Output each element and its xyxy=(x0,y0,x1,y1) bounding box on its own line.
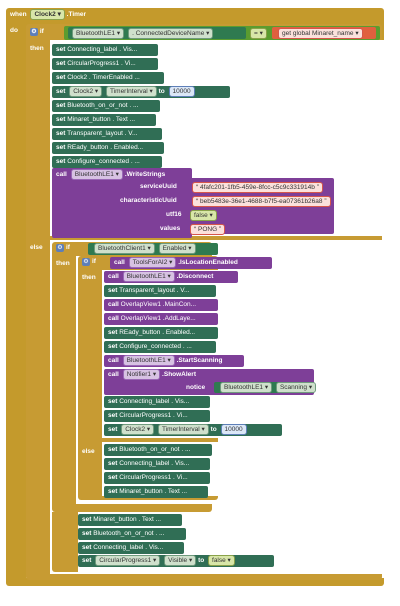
global-minaret-name-dropdown[interactable]: get global Minaret_name ▾ xyxy=(278,28,363,39)
start-scanning-component-dropdown[interactable]: BluetoothLE1 ▾ xyxy=(122,355,175,366)
set-circular-progress-inner-else-block[interactable]: set CircularProgress1 . Vi... xyxy=(104,472,210,484)
set-connecting-label-outer-else-block[interactable]: set Connecting_label . Vis... xyxy=(78,542,184,554)
service-uuid-label: serviceUuid xyxy=(140,183,177,190)
utf16-socket: false ▾ xyxy=(188,210,217,221)
if-label: if xyxy=(39,28,44,35)
visible-false-dropdown[interactable]: false ▾ xyxy=(208,555,235,566)
disconnect-component-dropdown[interactable]: BluetoothLE1 ▾ xyxy=(122,271,175,282)
inner-timer-interval-dropdown[interactable]: TimerInterval ▾ xyxy=(157,424,209,435)
set-transparent-layout-block[interactable]: set Transparent_layout . V... xyxy=(52,128,162,140)
visible-property-dropdown[interactable]: Visible ▾ xyxy=(164,555,197,566)
else-if-else-strip xyxy=(52,512,78,572)
set-connecting-label-inner-block[interactable]: set Connecting_label . Vis... xyxy=(104,396,210,408)
mutator-gear-icon[interactable]: ⚙ xyxy=(30,28,38,36)
notice-component-dropdown[interactable]: BluetoothLE1 ▾ xyxy=(220,382,273,393)
set-circular-progress-inner-block[interactable]: set CircularProgress1 . Vi... xyxy=(104,410,210,422)
characteristic-uuid-socket: “ beb5483e-36e1-4688-b7f5-ea07361b26a8 ” xyxy=(190,196,331,207)
compare-left-content: BluetoothLE1 ▾ . ConnectedDeviceName ▾ xyxy=(70,28,214,39)
set-connecting-label-inner-else-block[interactable]: set Connecting_label . Vis... xyxy=(104,458,210,470)
top-else-label: else xyxy=(30,244,43,251)
bluetooth-client-enabled-getter[interactable]: BluetoothClient1 ▾ Enabled ▾ xyxy=(88,243,218,255)
call-overlap-add-layer-block[interactable]: call OverlapView1 .AddLaye... xyxy=(104,313,218,325)
service-uuid-socket: “ 4fafc201-1fb5-459e-8fcc-c5c9c331914b ” xyxy=(190,182,323,193)
circular-progress1-dropdown[interactable]: CircularProgress1 ▾ xyxy=(95,555,161,566)
set-circular-progress-block[interactable]: set CircularProgress1 . Vi... xyxy=(52,58,158,70)
write-strings-header: call BluetoothLE1 ▾ .WriteStrings xyxy=(56,169,166,180)
set-bluetooth-on-or-not-block[interactable]: set Bluetooth_on_or_not . ... xyxy=(52,100,160,112)
else-if-gear-icon[interactable]: ⚙ xyxy=(56,244,64,252)
set-connecting-label-block[interactable]: set Connecting_label . Vis... xyxy=(52,44,158,56)
set-minaret-button-outer-else-block[interactable]: set Minaret_button . Text ... xyxy=(78,514,182,526)
utf16-label: utf16 xyxy=(166,211,182,218)
inner-if-gear-icon[interactable]: ⚙ xyxy=(82,258,90,266)
characteristic-uuid-value[interactable]: “ beb5483e-36e1-4688-b7f5-ea07361b26a8 ” xyxy=(192,196,331,207)
values-socket: “ PONG ” xyxy=(188,224,226,235)
event-name: .Timer xyxy=(66,11,87,18)
values-label: values xyxy=(160,225,181,232)
bluetoothle1-dropdown[interactable]: BluetoothLE1 ▾ xyxy=(72,28,125,39)
scanning-property-dropdown[interactable]: Scanning ▾ xyxy=(275,382,317,393)
set-ready-button-enabled-block[interactable]: set REady_button . Enabled... xyxy=(52,142,164,154)
set-bluetooth-on-or-not-inner-block[interactable]: set Bluetooth_on_or_not . ... xyxy=(104,444,212,456)
inner-timer-interval-value[interactable]: 10000 xyxy=(220,424,247,435)
set-minaret-button-inner-else-block[interactable]: set Minaret_button . Text ... xyxy=(104,486,208,498)
set-clock2-timer-interval-block[interactable]: set Clock2 ▾ TimerInterval ▾ to 10000 xyxy=(52,86,230,98)
utf16-false-dropdown[interactable]: false ▾ xyxy=(190,210,217,221)
set-ready-button-inner-block[interactable]: set REady_button . Enabled... xyxy=(104,327,218,339)
call-disconnect-block[interactable]: call BluetoothLE1 ▾ .Disconnect xyxy=(104,271,238,283)
tools-for-ai2-dropdown[interactable]: ToolsForAI2 ▾ xyxy=(128,257,177,268)
set-circular-progress-visible-block[interactable]: set CircularProgress1 ▾ Visible ▾ to fal… xyxy=(78,555,274,567)
event-component-dropdown[interactable]: Clock2 ▾ xyxy=(30,9,65,20)
set-minaret-button-text-block[interactable]: set Minaret_button . Text ... xyxy=(52,114,156,126)
else-if-header: ⚙ if xyxy=(56,244,70,252)
set-clock2-timer-interval-inner-block[interactable]: set Clock2 ▾ TimerInterval ▾ to 10000 xyxy=(104,424,282,436)
call-overlap-main-con-block[interactable]: call OverlapView1 .MainCon... xyxy=(104,299,218,311)
characteristic-uuid-label: characteristicUuid xyxy=(120,197,177,204)
inner-else-label: else xyxy=(82,448,95,455)
equals-operator-dropdown[interactable]: = ▾ xyxy=(250,28,267,39)
set-configure-connected-block[interactable]: set Configure_connected . ... xyxy=(52,156,162,168)
when-label: when xyxy=(10,11,27,18)
call-start-scanning-block[interactable]: call BluetoothLE1 ▾ .StartScanning xyxy=(104,355,244,367)
inner-then-label: then xyxy=(82,274,96,281)
is-location-enabled-call[interactable]: call ToolsForAI2 ▾ .IsLocationEnabled xyxy=(110,257,272,269)
notifier1-dropdown[interactable]: Notifier1 ▾ xyxy=(122,369,161,380)
write-strings-component-dropdown[interactable]: BluetoothLE1 ▾ xyxy=(70,169,123,180)
scanning-getter-block[interactable]: BluetoothLE1 ▾ Scanning ▾ xyxy=(214,382,317,393)
else-if-then-label: then xyxy=(56,260,70,267)
top-if-header: ⚙ if xyxy=(30,26,44,38)
set-transparent-layout-inner-block[interactable]: set Transparent_layout . V... xyxy=(104,285,216,297)
inner-clock2-dropdown[interactable]: Clock2 ▾ xyxy=(121,424,155,435)
clock2-dropdown[interactable]: Clock2 ▾ xyxy=(69,86,103,97)
timer-interval-value[interactable]: 10000 xyxy=(168,86,195,97)
service-uuid-value[interactable]: “ 4fafc201-1fb5-459e-8fcc-c5c9c331914b ” xyxy=(192,182,323,193)
set-clock2-timer-enabled-block[interactable]: set Clock2 . TimerEnabled ... xyxy=(52,72,164,84)
event-header: when Clock2 ▾ .Timer xyxy=(10,9,86,21)
timer-interval-dropdown[interactable]: TimerInterval ▾ xyxy=(105,86,157,97)
global-getter-content: get global Minaret_name ▾ xyxy=(276,28,363,39)
compare-operator: = ▾ xyxy=(248,28,267,39)
notice-label: notice xyxy=(186,384,206,391)
set-configure-connected-inner-block[interactable]: set Configure_connected . ... xyxy=(104,341,216,353)
set-bluetooth-on-or-not-outer-else-block[interactable]: set Bluetooth_on_or_not . ... xyxy=(78,528,186,540)
inner-if-header: ⚙ if xyxy=(82,258,96,266)
do-label: do xyxy=(10,27,18,34)
enabled-property-dropdown[interactable]: Enabled ▾ xyxy=(158,243,196,254)
values-pong-string[interactable]: “ PONG ” xyxy=(190,224,226,235)
show-alert-header: call Notifier1 ▾ .ShowAlert xyxy=(108,369,196,380)
bluetooth-client1-dropdown[interactable]: BluetoothClient1 ▾ xyxy=(94,243,155,254)
top-then-label: then xyxy=(30,45,44,52)
connected-device-name-dropdown[interactable]: . ConnectedDeviceName ▾ xyxy=(128,28,214,39)
